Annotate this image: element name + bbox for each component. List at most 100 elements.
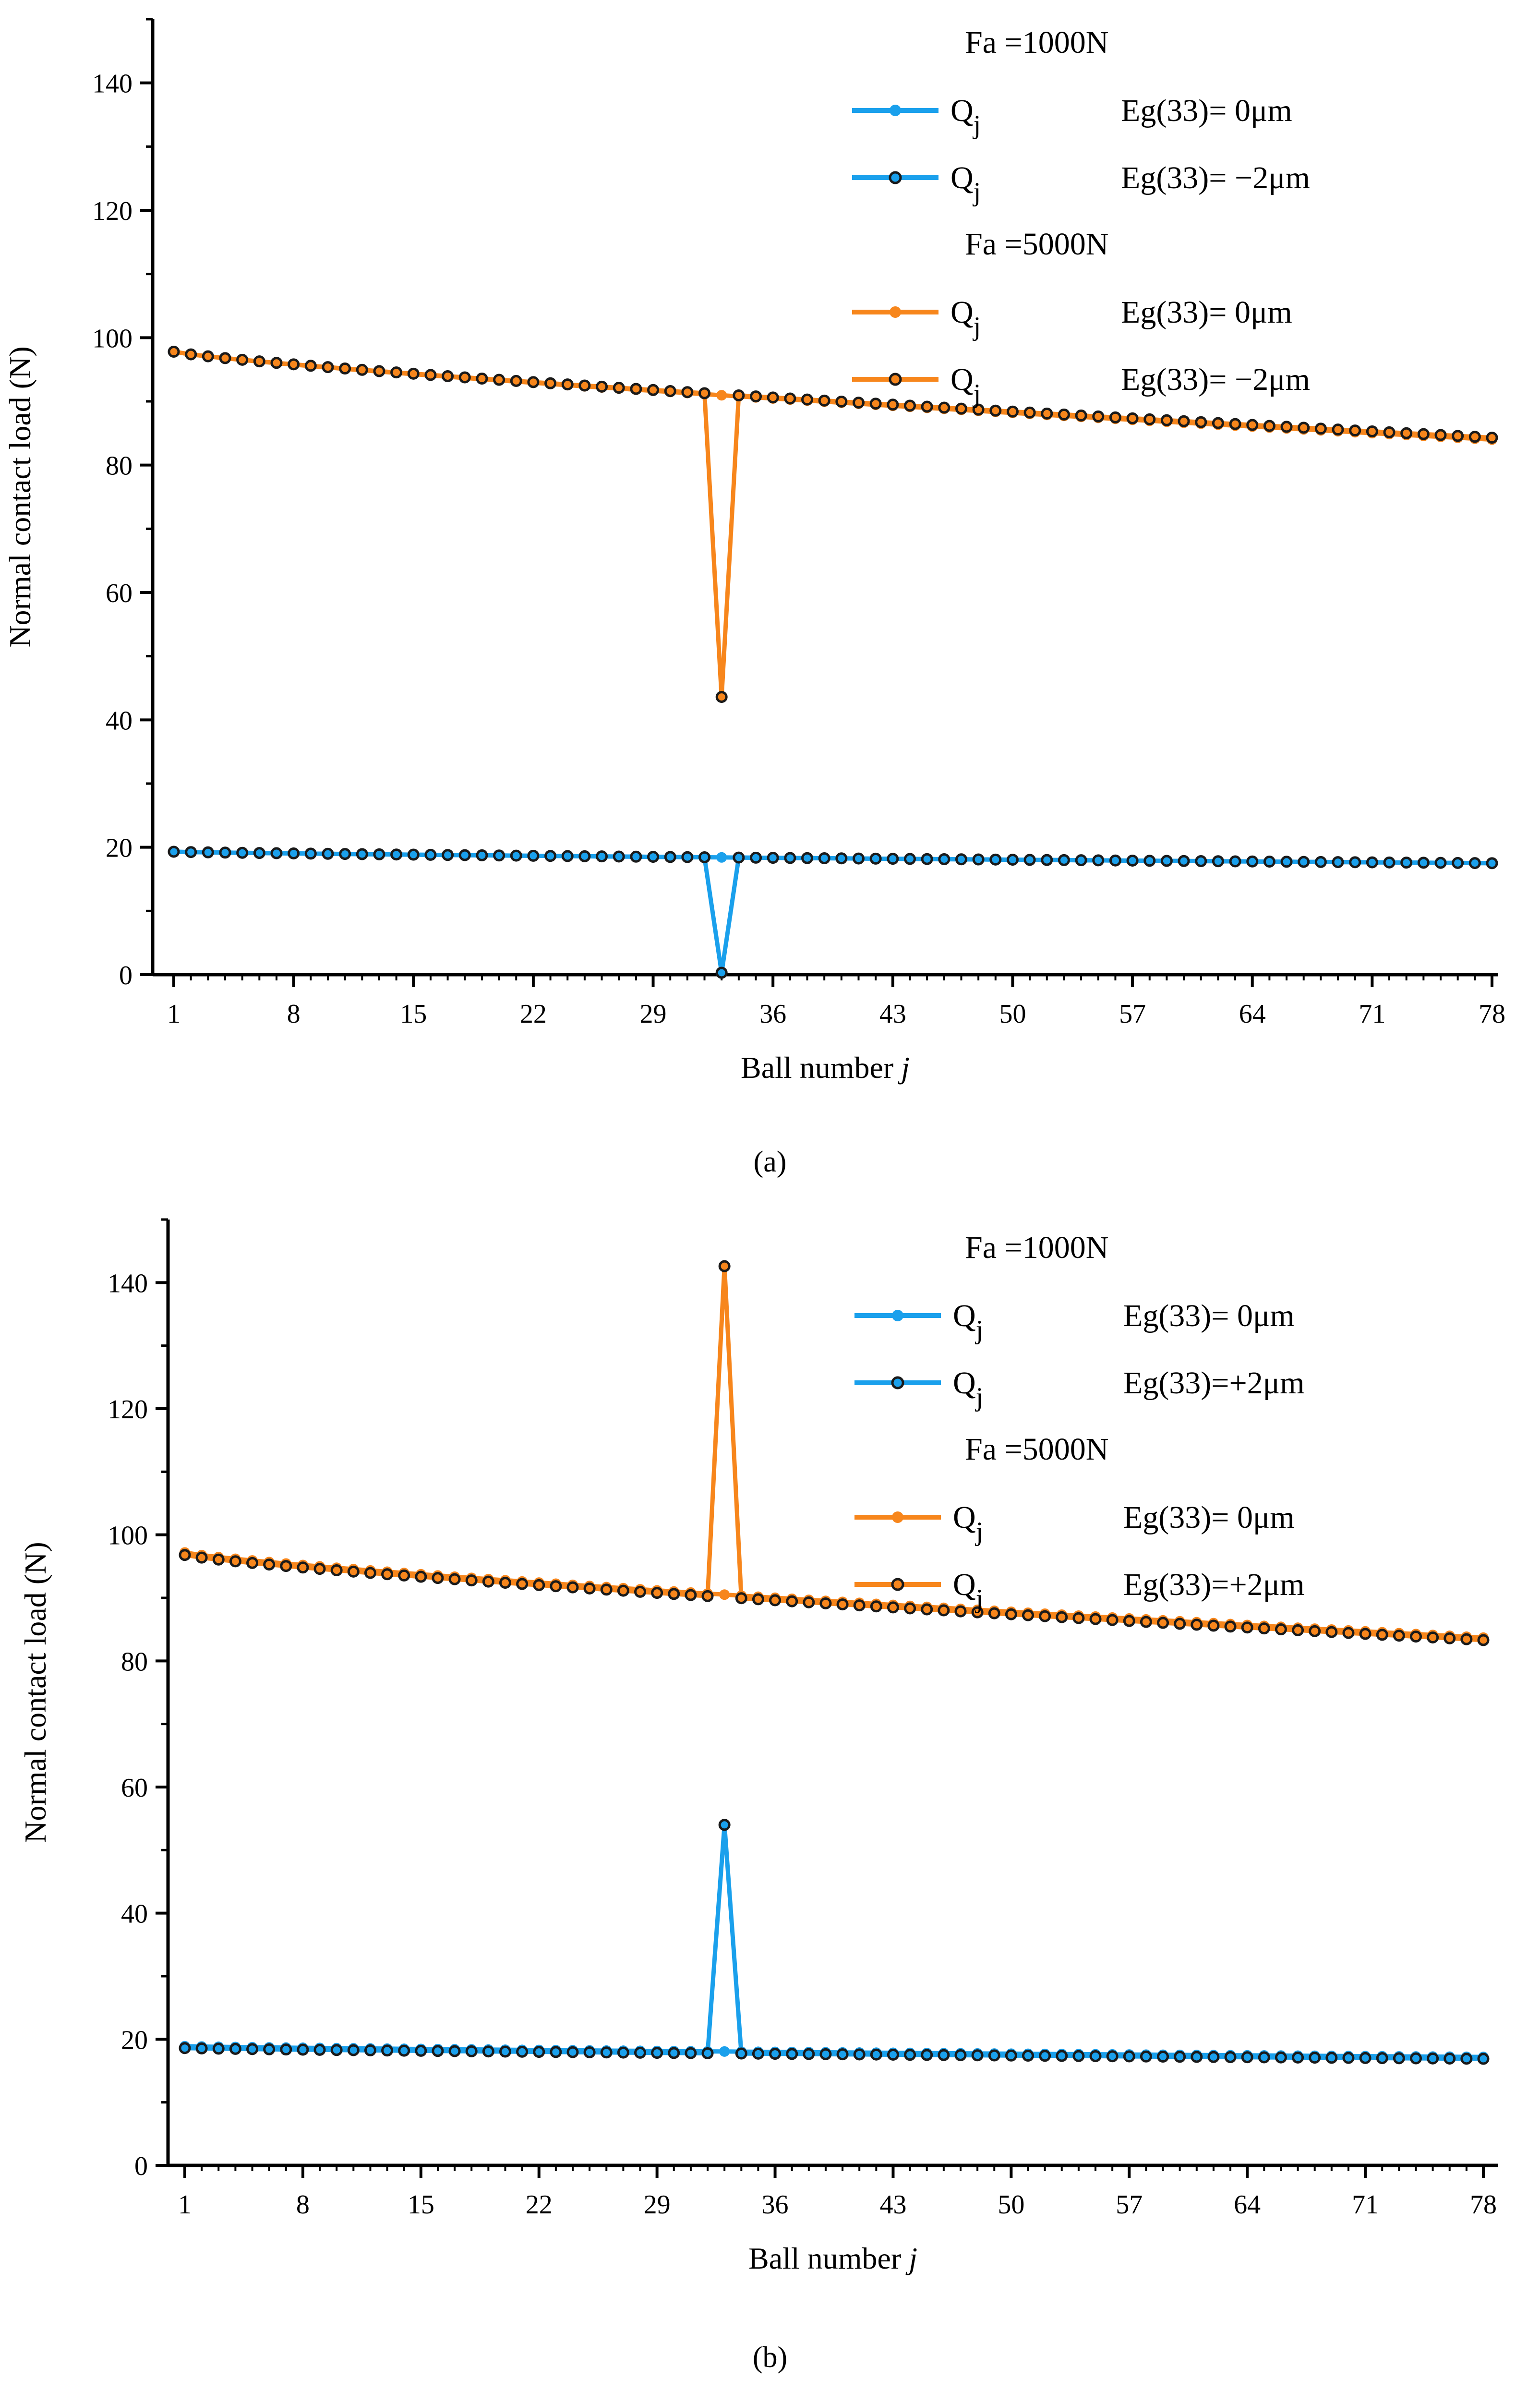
data-point <box>493 374 505 386</box>
data-point <box>801 852 814 864</box>
data-point <box>1160 414 1173 426</box>
data-point <box>988 2049 1000 2062</box>
data-point <box>432 1572 444 1584</box>
x-tick-label: 78 <box>1479 999 1505 1029</box>
data-point <box>668 1588 680 1600</box>
legend-label: Qj <box>950 93 981 140</box>
data-point <box>1452 430 1464 442</box>
data-point <box>313 2043 326 2056</box>
data-point <box>668 2047 680 2059</box>
x-axis-title: Ball number j <box>748 2241 917 2275</box>
data-point <box>356 848 368 860</box>
data-point <box>219 352 231 364</box>
data-point <box>1140 2050 1152 2063</box>
data-point <box>733 389 745 401</box>
data-point <box>280 1560 292 1572</box>
data-point <box>803 2048 815 2060</box>
data-point <box>229 1555 241 1568</box>
data-point <box>516 1578 529 1590</box>
data-point <box>476 849 488 861</box>
data-point <box>253 355 265 368</box>
data-point <box>270 357 283 369</box>
data-point <box>600 1583 613 1596</box>
data-point <box>1207 1619 1220 1632</box>
data-point <box>1275 1623 1287 1636</box>
data-point <box>647 851 660 863</box>
legend-desc: Eg(33)=+2μm <box>1123 1567 1304 1602</box>
x-tick-label: 78 <box>1470 2190 1497 2220</box>
data-point <box>330 2044 343 2056</box>
legend-swatch-marker <box>892 1310 903 1321</box>
data-point <box>630 383 642 395</box>
data-point <box>1005 1608 1017 1620</box>
data-point <box>750 851 762 864</box>
legend-label: Qj <box>950 160 981 207</box>
data-point <box>1342 1627 1355 1639</box>
data-point <box>322 361 334 374</box>
data-point <box>1195 416 1207 428</box>
data-point <box>561 378 574 391</box>
data-point <box>971 1606 984 1619</box>
data-point <box>1106 1614 1119 1626</box>
y-tick-label: 80 <box>121 1647 148 1677</box>
data-point <box>1292 2051 1304 2064</box>
data-point <box>499 1577 511 1589</box>
data-point <box>1126 854 1139 867</box>
x-tick-label: 43 <box>879 999 906 1029</box>
data-point <box>904 1602 916 1615</box>
data-point <box>356 363 368 376</box>
data-point <box>1314 856 1327 868</box>
data-point <box>1366 856 1378 869</box>
data-point <box>1191 2051 1203 2063</box>
data-point <box>1332 423 1344 436</box>
x-tick-label: 29 <box>640 999 667 1029</box>
data-point <box>527 376 540 388</box>
data-point <box>1477 1634 1490 1646</box>
data-point <box>685 2047 697 2059</box>
x-axis-title: Ball number j <box>741 1051 910 1085</box>
data-point <box>835 852 848 865</box>
legend-label: Qj <box>953 1298 983 1345</box>
y-tick-label: 40 <box>106 706 132 736</box>
data-point <box>179 1549 191 1561</box>
data-point <box>681 386 694 399</box>
data-point <box>561 850 574 862</box>
data-point <box>1258 2051 1270 2064</box>
data-point <box>1417 428 1430 440</box>
data-point <box>1460 2053 1473 2065</box>
data-point <box>1058 408 1070 421</box>
legend-group-title: Fa =5000N <box>965 227 1108 262</box>
x-tick-label: 22 <box>526 2190 553 2220</box>
data-point <box>647 384 660 396</box>
data-point <box>1444 2053 1456 2065</box>
data-point <box>887 399 899 411</box>
data-point <box>735 2047 747 2060</box>
data-point <box>1092 410 1105 423</box>
data-point <box>1309 1625 1321 1637</box>
data-point <box>630 850 642 863</box>
data-point <box>733 851 745 864</box>
data-point <box>1224 1620 1237 1633</box>
data-point <box>516 2045 529 2058</box>
data-point <box>202 350 214 362</box>
data-point <box>1280 421 1293 433</box>
data-point <box>179 2042 191 2054</box>
x-tick-label: 29 <box>644 2190 671 2220</box>
data-point <box>1023 406 1036 419</box>
legend-group-title: Fa =5000N <box>965 1432 1108 1467</box>
legend-label: Qj <box>953 1365 983 1412</box>
data-point <box>313 1563 326 1575</box>
data-point <box>499 2045 511 2058</box>
data-point <box>819 2048 832 2060</box>
legend-desc: Eg(33)= −2μm <box>1121 160 1310 195</box>
x-tick-label: 57 <box>1116 2190 1143 2220</box>
data-point <box>482 2045 494 2058</box>
data-point <box>482 1575 494 1588</box>
chart-panel-a: 0 20 40 60 80 100 120 140 1 8 15 22 29 36 43 50 57 64 71 78… <box>3 18 1505 1085</box>
data-point <box>168 346 180 358</box>
data-point <box>185 846 197 858</box>
data-point <box>1058 854 1070 866</box>
data-point <box>578 850 591 862</box>
x-tick-label: 15 <box>400 999 427 1029</box>
data-point <box>938 1604 950 1617</box>
